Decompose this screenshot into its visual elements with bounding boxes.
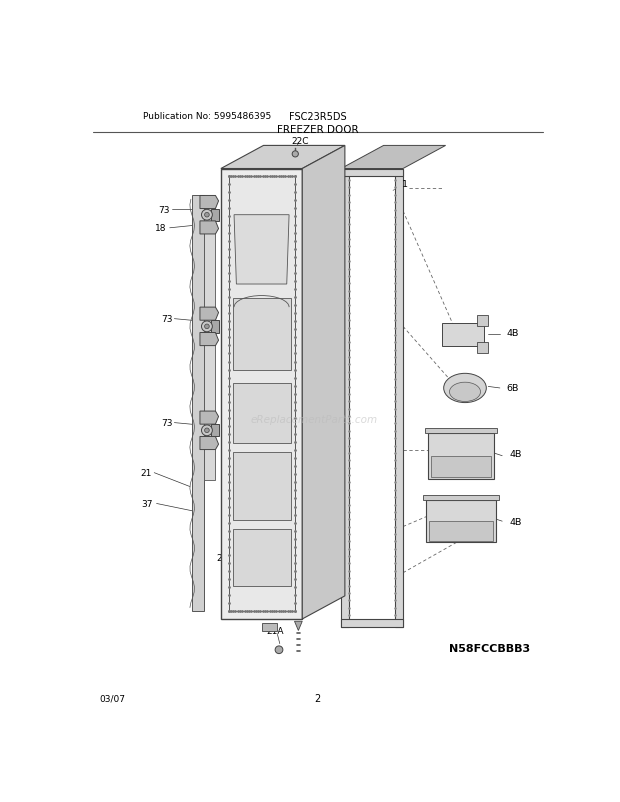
Polygon shape xyxy=(341,169,348,627)
Polygon shape xyxy=(211,209,219,221)
Text: 21: 21 xyxy=(241,468,252,477)
Text: FSC23R5DS: FSC23R5DS xyxy=(289,111,347,122)
Text: N58FCCBBB3: N58FCCBBB3 xyxy=(450,643,531,654)
Polygon shape xyxy=(303,146,345,619)
Circle shape xyxy=(205,213,210,218)
Text: 73: 73 xyxy=(161,419,172,427)
Polygon shape xyxy=(211,424,219,437)
Circle shape xyxy=(205,325,210,330)
Circle shape xyxy=(205,428,210,433)
Polygon shape xyxy=(232,452,291,520)
Polygon shape xyxy=(234,216,289,285)
Text: Publication No: 5995486395: Publication No: 5995486395 xyxy=(143,111,272,120)
Text: 4B: 4B xyxy=(510,449,522,458)
Text: 21: 21 xyxy=(234,196,246,205)
Text: 73: 73 xyxy=(159,205,170,215)
Circle shape xyxy=(202,210,212,221)
Circle shape xyxy=(292,152,298,158)
Polygon shape xyxy=(341,619,403,627)
Text: 1: 1 xyxy=(402,180,407,189)
Text: 18: 18 xyxy=(154,224,166,233)
Circle shape xyxy=(275,646,283,654)
Text: 21A: 21A xyxy=(267,626,284,635)
Polygon shape xyxy=(200,196,219,209)
Ellipse shape xyxy=(450,383,480,402)
Polygon shape xyxy=(429,521,493,541)
Polygon shape xyxy=(432,456,491,478)
Polygon shape xyxy=(428,433,494,480)
Polygon shape xyxy=(341,169,403,177)
Polygon shape xyxy=(425,428,497,433)
Polygon shape xyxy=(396,169,403,627)
Polygon shape xyxy=(232,383,291,444)
Polygon shape xyxy=(200,221,219,235)
Text: 6B: 6B xyxy=(506,384,518,393)
Polygon shape xyxy=(200,411,219,424)
Polygon shape xyxy=(232,529,291,586)
Text: 11: 11 xyxy=(275,147,287,156)
Polygon shape xyxy=(200,437,219,450)
Ellipse shape xyxy=(444,374,486,403)
Polygon shape xyxy=(341,146,446,169)
Text: FREEZER DOOR: FREEZER DOOR xyxy=(277,124,358,135)
Polygon shape xyxy=(423,496,499,500)
Text: 03/07: 03/07 xyxy=(99,694,125,703)
Text: 21: 21 xyxy=(234,303,246,312)
Text: 74: 74 xyxy=(221,306,232,314)
Text: 74: 74 xyxy=(221,409,232,419)
Text: 21C: 21C xyxy=(216,553,234,562)
Polygon shape xyxy=(229,177,294,611)
Polygon shape xyxy=(477,342,489,354)
Polygon shape xyxy=(441,323,484,346)
Text: 74: 74 xyxy=(221,198,232,207)
Text: 22A: 22A xyxy=(296,601,313,610)
Text: 72: 72 xyxy=(231,224,242,233)
Polygon shape xyxy=(294,622,303,630)
Text: 4B: 4B xyxy=(510,517,522,526)
Text: 37: 37 xyxy=(141,500,153,508)
Text: 21C: 21C xyxy=(246,498,263,507)
Text: 21: 21 xyxy=(140,468,151,477)
Polygon shape xyxy=(192,196,204,611)
Polygon shape xyxy=(204,204,216,480)
Polygon shape xyxy=(232,298,291,371)
Polygon shape xyxy=(427,500,496,543)
Text: 22C: 22C xyxy=(291,136,309,145)
Text: 13A: 13A xyxy=(247,603,265,612)
Text: 4B: 4B xyxy=(506,329,518,338)
Polygon shape xyxy=(221,146,345,169)
Polygon shape xyxy=(200,333,219,346)
Circle shape xyxy=(202,322,212,332)
Polygon shape xyxy=(262,623,278,630)
Text: 2: 2 xyxy=(314,694,321,703)
Text: 72: 72 xyxy=(231,430,242,439)
Text: 21C: 21C xyxy=(237,160,255,168)
Text: 73: 73 xyxy=(161,314,172,324)
Circle shape xyxy=(202,425,212,436)
Polygon shape xyxy=(211,321,219,333)
Polygon shape xyxy=(477,315,489,327)
Polygon shape xyxy=(200,308,219,321)
Polygon shape xyxy=(221,169,303,619)
Text: eReplacementParts.com: eReplacementParts.com xyxy=(250,415,378,424)
Text: 72: 72 xyxy=(231,329,242,338)
